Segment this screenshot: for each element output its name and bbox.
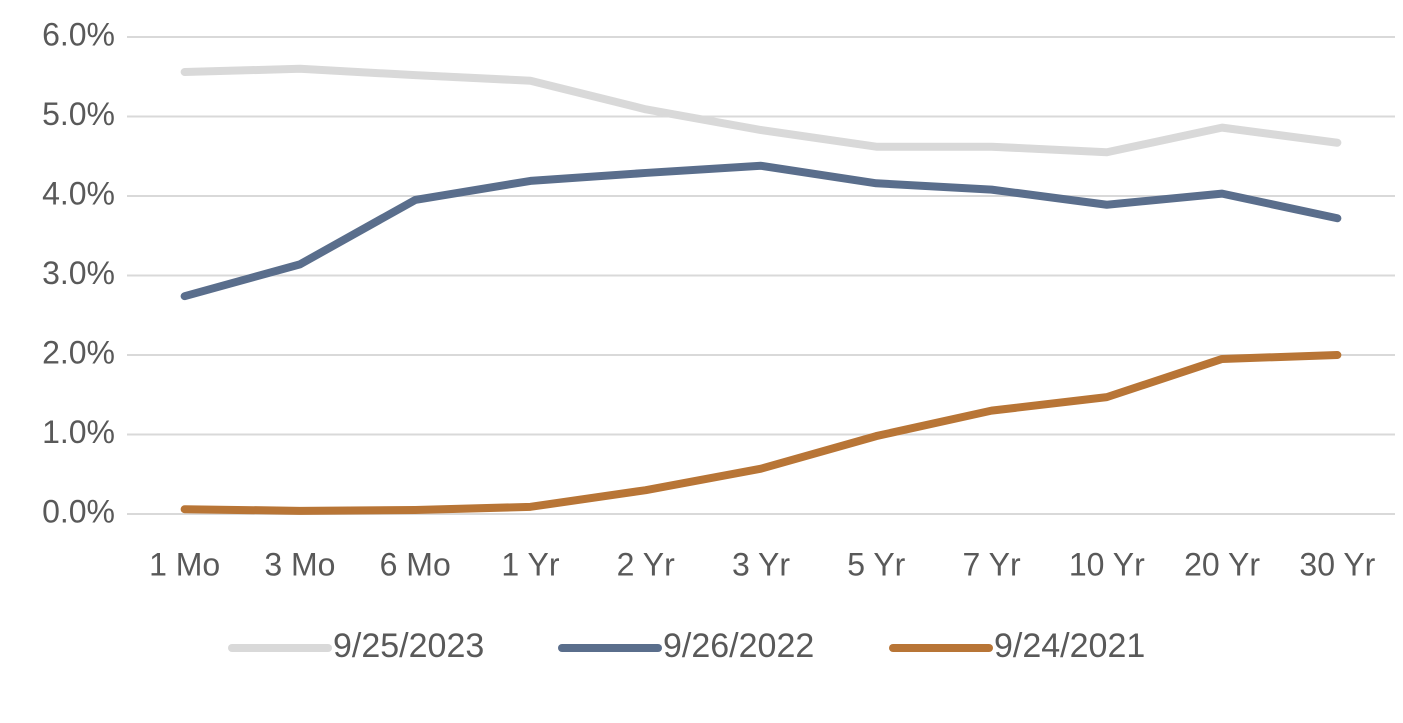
x-tick-label: 10 Yr [1069,546,1145,582]
series-line [180,351,1342,515]
legend-label: 9/26/2022 [663,627,814,665]
x-tick-label: 20 Yr [1184,546,1260,582]
x-tick-label: 5 Yr [847,546,905,582]
x-tick-label: 1 Yr [501,546,559,582]
series-line [180,64,1342,157]
x-tick-label: 3 Mo [264,546,335,582]
y-tick-label: 4.0% [42,175,115,211]
y-tick-label: 0.0% [42,493,115,529]
series-line [180,161,1342,301]
legend-label: 9/25/2023 [333,627,484,665]
legend-label: 9/24/2021 [994,627,1145,665]
x-tick-label: 30 Yr [1299,546,1375,582]
x-tick-label: 2 Yr [617,546,675,582]
y-tick-label: 3.0% [42,255,115,291]
y-tick-label: 1.0% [42,414,115,450]
x-tick-label: 1 Mo [149,546,220,582]
y-tick-label: 6.0% [42,16,115,52]
y-tick-label: 5.0% [42,96,115,132]
y-tick-label: 2.0% [42,334,115,370]
x-tick-label: 6 Mo [380,546,451,582]
x-tick-label: 3 Yr [732,546,790,582]
x-tick-label: 7 Yr [962,546,1020,582]
